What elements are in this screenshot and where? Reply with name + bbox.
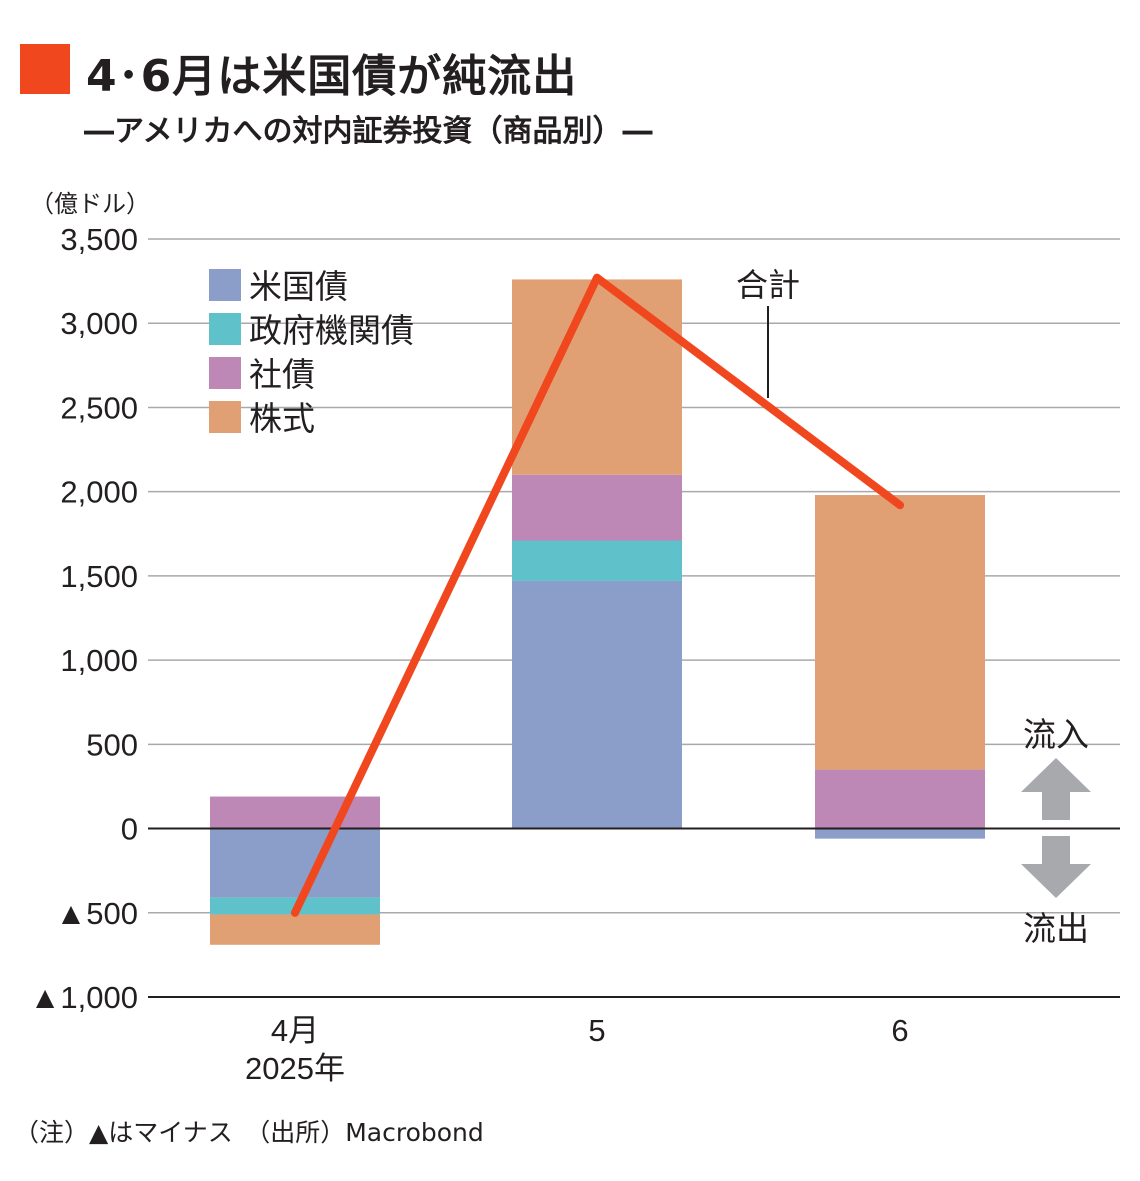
unit-label: （億ドル） <box>30 190 150 218</box>
legend-label: 政府機関債 <box>249 312 414 349</box>
bar-segment <box>815 828 985 839</box>
y-tick-label: 1,000 <box>60 643 138 678</box>
footnote: （注）▲はマイナス （出所）Macrobond <box>14 1118 484 1147</box>
legend-swatch <box>209 357 241 389</box>
inflow-arrow-icon <box>1021 758 1091 820</box>
total-point <box>291 908 299 917</box>
bar-segment <box>815 769 985 829</box>
y-tick-label: 2,000 <box>60 475 138 510</box>
chart-subtitle: ―アメリカへの対内証券投資（商品別）― <box>84 114 653 149</box>
chart-title: 4･6月は米国債が純流出 <box>86 51 578 102</box>
total-point <box>593 273 601 282</box>
outflow-label: 流出 <box>1023 910 1089 947</box>
x-tick-sublabel: 2025年 <box>245 1051 345 1086</box>
legend-swatch <box>209 313 241 345</box>
bar-segment <box>512 474 682 541</box>
x-tick-label: 4月 <box>271 1013 319 1048</box>
legend-label: 社債 <box>249 356 315 393</box>
y-tick-label: 1,500 <box>60 559 138 594</box>
bar-segment <box>512 580 682 829</box>
legend-swatch <box>209 269 241 301</box>
outflow-arrow-icon <box>1021 836 1091 898</box>
y-tick-label: 3,500 <box>60 222 138 257</box>
inflow-label: 流入 <box>1023 716 1089 753</box>
title-marker <box>20 44 70 94</box>
y-tick-label: ▲1,000 <box>30 980 138 1015</box>
bar-segment <box>210 796 380 829</box>
legend-label: 株式 <box>249 400 315 437</box>
bar-segment <box>210 914 380 945</box>
y-tick-label: 2,500 <box>60 390 138 425</box>
x-tick-label: 5 <box>588 1013 605 1048</box>
bar-segment <box>512 279 682 475</box>
y-tick-label: 3,000 <box>60 306 138 341</box>
y-tick-label: 0 <box>121 812 138 847</box>
total-point <box>896 501 904 510</box>
bar-segment <box>210 828 380 898</box>
bar-segment <box>815 495 985 770</box>
y-tick-label: ▲500 <box>56 896 138 931</box>
legend-label: 米国債 <box>249 268 348 305</box>
legend-swatch <box>209 401 241 433</box>
total-label: 合計 <box>736 267 800 303</box>
x-tick-label: 6 <box>891 1013 908 1048</box>
y-tick-label: 500 <box>86 727 138 762</box>
bar-segment <box>512 540 682 581</box>
